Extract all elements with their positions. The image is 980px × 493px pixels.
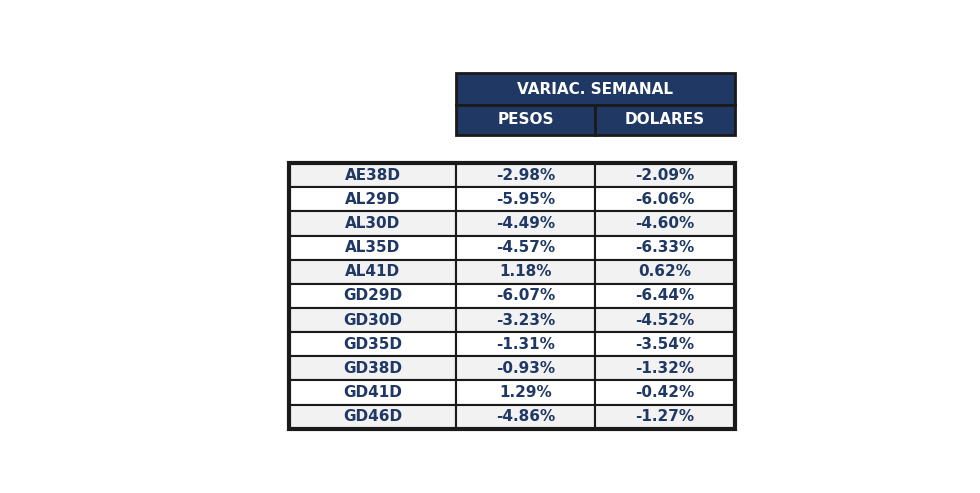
Text: -6.44%: -6.44%	[635, 288, 695, 303]
Text: 1.29%: 1.29%	[499, 385, 552, 400]
Text: 0.62%: 0.62%	[639, 264, 692, 280]
Text: GD46D: GD46D	[343, 409, 402, 424]
Text: -6.06%: -6.06%	[635, 192, 695, 207]
Text: -3.23%: -3.23%	[496, 313, 555, 327]
Text: -4.52%: -4.52%	[635, 313, 695, 327]
Bar	[289, 405, 456, 429]
Text: AL41D: AL41D	[345, 264, 400, 280]
Bar	[595, 236, 735, 260]
Text: -2.09%: -2.09%	[635, 168, 695, 183]
Bar	[595, 405, 735, 429]
Bar	[456, 356, 595, 381]
Bar	[289, 260, 456, 284]
Text: 1.18%: 1.18%	[499, 264, 552, 280]
Text: -6.07%: -6.07%	[496, 288, 555, 303]
Text: -4.57%: -4.57%	[496, 240, 555, 255]
Bar	[595, 163, 735, 187]
Text: GD30D: GD30D	[343, 313, 402, 327]
Bar	[289, 236, 456, 260]
Text: -1.31%: -1.31%	[496, 337, 555, 352]
Bar	[289, 381, 456, 405]
Bar	[289, 187, 456, 211]
Bar	[289, 332, 456, 356]
Bar	[289, 308, 456, 332]
Text: -1.32%: -1.32%	[635, 361, 695, 376]
Text: -4.60%: -4.60%	[635, 216, 695, 231]
Bar	[456, 187, 595, 211]
Bar	[289, 356, 456, 381]
Text: DOLARES: DOLARES	[625, 112, 705, 128]
Text: -0.93%: -0.93%	[496, 361, 555, 376]
Bar	[456, 260, 595, 284]
Text: -2.98%: -2.98%	[496, 168, 555, 183]
Bar	[456, 405, 595, 429]
Bar	[456, 211, 595, 236]
Text: -5.95%: -5.95%	[496, 192, 555, 207]
Text: -0.42%: -0.42%	[635, 385, 695, 400]
Bar	[289, 163, 735, 429]
Text: PESOS: PESOS	[497, 112, 554, 128]
Text: AL35D: AL35D	[345, 240, 400, 255]
Text: GD38D: GD38D	[343, 361, 402, 376]
Text: -4.86%: -4.86%	[496, 409, 555, 424]
Bar	[595, 356, 735, 381]
Bar	[289, 211, 456, 236]
Bar	[289, 163, 456, 187]
Bar	[456, 308, 595, 332]
Text: VARIAC. SEMANAL: VARIAC. SEMANAL	[517, 82, 673, 97]
Bar	[456, 236, 595, 260]
Bar	[595, 381, 735, 405]
Bar	[595, 308, 735, 332]
Text: AE38D: AE38D	[344, 168, 401, 183]
Bar	[456, 106, 595, 135]
Bar	[456, 332, 595, 356]
Bar	[595, 211, 735, 236]
Text: GD41D: GD41D	[343, 385, 402, 400]
Bar	[456, 284, 595, 308]
Text: -1.27%: -1.27%	[635, 409, 695, 424]
Text: GD29D: GD29D	[343, 288, 402, 303]
Bar	[595, 284, 735, 308]
Text: AL30D: AL30D	[345, 216, 400, 231]
Bar	[456, 163, 595, 187]
Text: -6.33%: -6.33%	[635, 240, 695, 255]
Bar	[595, 332, 735, 356]
Text: -3.54%: -3.54%	[635, 337, 695, 352]
Bar	[595, 260, 735, 284]
Text: -4.49%: -4.49%	[496, 216, 555, 231]
Bar	[456, 381, 595, 405]
Bar	[595, 187, 735, 211]
Bar	[289, 284, 456, 308]
Text: AL29D: AL29D	[345, 192, 400, 207]
Text: GD35D: GD35D	[343, 337, 402, 352]
Bar	[595, 106, 735, 135]
Bar	[456, 73, 735, 106]
